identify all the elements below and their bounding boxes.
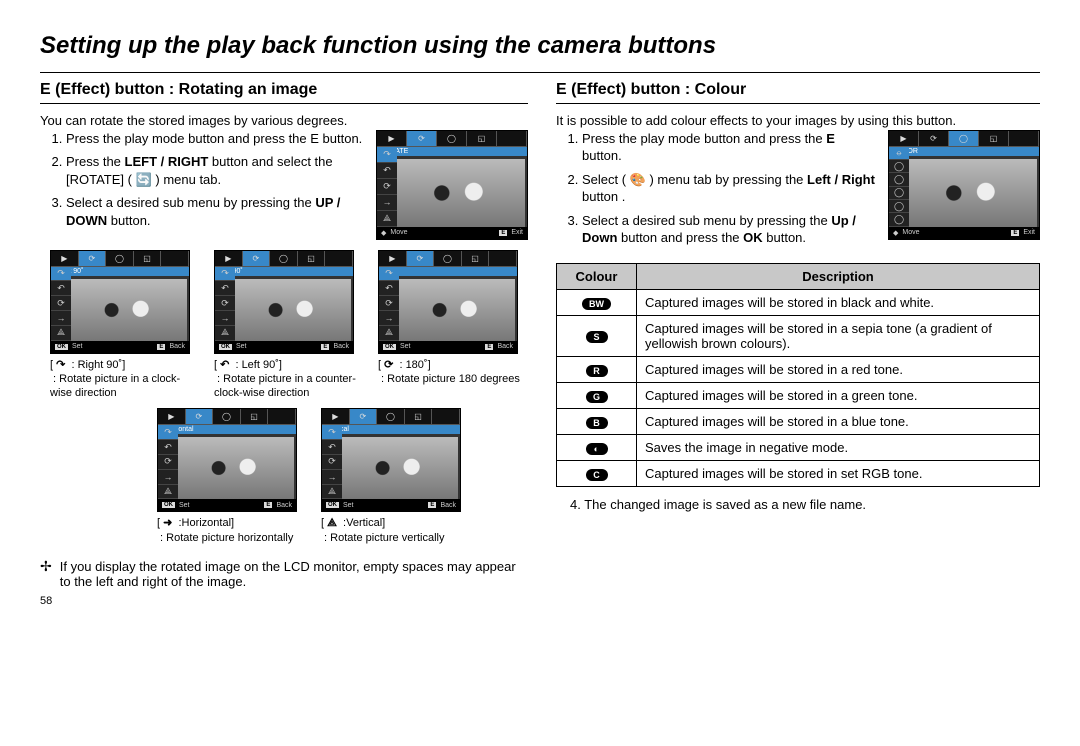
rotate-row-2: ▶⟳ ◯◱ Horizontal ↷↶⟳→⟁ OKSet EBack [ ➜ :… <box>100 408 528 545</box>
colour-desc: Captured images will be stored in a red … <box>637 356 1040 382</box>
lcd-thumb: ▶⟳ ◯◱ Left 90˚ ↷↶⟳→⟁ OKSet EBack <box>214 250 354 354</box>
rotate-option: ▶⟳ ◯◱ Vertical ↷↶⟳→⟁ OKSet EBack [ ⟁ :Ve… <box>321 408 471 545</box>
colour-desc: Captured images will be stored in black … <box>637 289 1040 315</box>
colour-step-3: Select a desired sub menu by pressing th… <box>582 212 878 247</box>
colour-desc: Captured images will be stored in set RG… <box>637 460 1040 486</box>
title-rule <box>40 72 1040 73</box>
col-rotate: E (Effect) button : Rotating an image Yo… <box>40 81 528 607</box>
page-number: 58 <box>40 595 528 607</box>
rotate-steps: Press the play mode button and press the… <box>66 130 366 236</box>
rotate-option: ▶⟳ ◯◱ Horizontal ↷↶⟳→⟁ OKSet EBack [ ➜ :… <box>157 408 307 545</box>
lcd-foot-exit: Exit <box>511 229 523 236</box>
rotate-intro: You can rotate the stored images by vari… <box>40 112 528 130</box>
colour-pill: BW <box>582 298 611 310</box>
rotate-row-1: ▶⟳ ◯◱ Right 90˚ ↷↶⟳→⟁ OKSet EBack [ ↷ : … <box>50 250 528 401</box>
colour-step-2: Select ( 🎨 ) menu tab by pressing the Le… <box>582 171 878 206</box>
colour-pill: R <box>586 365 608 377</box>
colour-table: Colour Description BW Captured images wi… <box>556 263 1040 487</box>
colour-desc: Captured images will be stored in a gree… <box>637 382 1040 408</box>
rotate-heading: E (Effect) button : Rotating an image <box>40 81 528 99</box>
colour-pill: S <box>586 331 608 343</box>
table-row: ◐ Saves the image in negative mode. <box>557 434 1040 460</box>
lcd-thumb: ▶⟳ ◯◱ Right 90˚ ↷↶⟳→⟁ OKSet EBack <box>50 250 190 354</box>
lcd-foot-move: Move <box>390 229 407 236</box>
palette-icon: 🎨 <box>630 172 646 187</box>
colour-pill: B <box>586 417 608 429</box>
note-icon: ✢ <box>40 559 52 573</box>
table-row: G Captured images will be stored in a gr… <box>557 382 1040 408</box>
colour-step-1: Press the play mode button and press the… <box>582 130 878 165</box>
rotate-icon: 🔄 <box>136 172 152 187</box>
lcd-thumb: ▶⟳ ◯◱ 180˚ ↷↶⟳→⟁ OKSet EBack <box>378 250 518 354</box>
page-title: Setting up the play back function using … <box>40 32 1040 60</box>
note-text: If you display the rotated image on the … <box>60 559 528 589</box>
rotate-rule <box>40 103 528 104</box>
lcd-foot-move-r: Move <box>902 229 919 236</box>
lcd-thumb: ▶⟳ ◯◱ Horizontal ↷↶⟳→⟁ OKSet EBack <box>157 408 297 512</box>
lcd-foot-exit-r: Exit <box>1023 229 1035 236</box>
rotate-option: ▶⟳ ◯◱ 180˚ ↷↶⟳→⟁ OKSet EBack [ ⟳ : 180˚]… <box>378 250 528 401</box>
rotate-note: ✢ If you display the rotated image on th… <box>40 559 528 589</box>
colour-desc: Captured images will be stored in a sepi… <box>637 315 1040 356</box>
th-desc: Description <box>637 263 1040 289</box>
lcd-thumb: ▶⟳ ◯◱ Vertical ↷↶⟳→⟁ OKSet EBack <box>321 408 461 512</box>
rotate-step-3: Select a desired sub menu by pressing th… <box>66 194 366 229</box>
colour-intro: It is possible to add colour effects to … <box>556 112 1040 130</box>
colour-heading: E (Effect) button : Colour <box>556 81 1040 99</box>
table-row: BW Captured images will be stored in bla… <box>557 289 1040 315</box>
rotate-option: ▶⟳ ◯◱ Left 90˚ ↷↶⟳→⟁ OKSet EBack [ ↶ : L… <box>214 250 364 401</box>
lcd-colour-main: ▶ ⟳ ◯ ◱ COLOR ⦵◯◯◯◯◯ ◆Move EExit <box>888 130 1040 240</box>
colour-steps: Press the play mode button and press the… <box>582 130 878 253</box>
lcd-rotate-main: ▶ ⟳ ◯ ◱ ROTATE ↷↶⟳→⟁ ◆Move EExit <box>376 130 528 240</box>
table-row: B Captured images will be stored in a bl… <box>557 408 1040 434</box>
colour-desc: Saves the image in negative mode. <box>637 434 1040 460</box>
rotate-step-2: Press the LEFT / RIGHT button and select… <box>66 153 366 188</box>
lcd-colour-label: COLOR <box>889 147 1039 156</box>
colour-desc: Captured images will be stored in a blue… <box>637 408 1040 434</box>
col-colour: E (Effect) button : Colour It is possibl… <box>556 81 1040 607</box>
colour-pill: G <box>586 391 608 403</box>
colour-step-4: 4. The changed image is saved as a new f… <box>570 497 1040 512</box>
table-row: S Captured images will be stored in a se… <box>557 315 1040 356</box>
table-row: C Captured images will be stored in set … <box>557 460 1040 486</box>
lcd-rotate-label: ROTATE <box>377 147 527 156</box>
colour-rule <box>556 103 1040 104</box>
table-row: R Captured images will be stored in a re… <box>557 356 1040 382</box>
rotate-step-1: Press the play mode button and press the… <box>66 130 366 148</box>
colour-pill: ◐ <box>586 443 608 455</box>
th-colour: Colour <box>557 263 637 289</box>
colour-pill: C <box>586 469 608 481</box>
rotate-option: ▶⟳ ◯◱ Right 90˚ ↷↶⟳→⟁ OKSet EBack [ ↷ : … <box>50 250 200 401</box>
